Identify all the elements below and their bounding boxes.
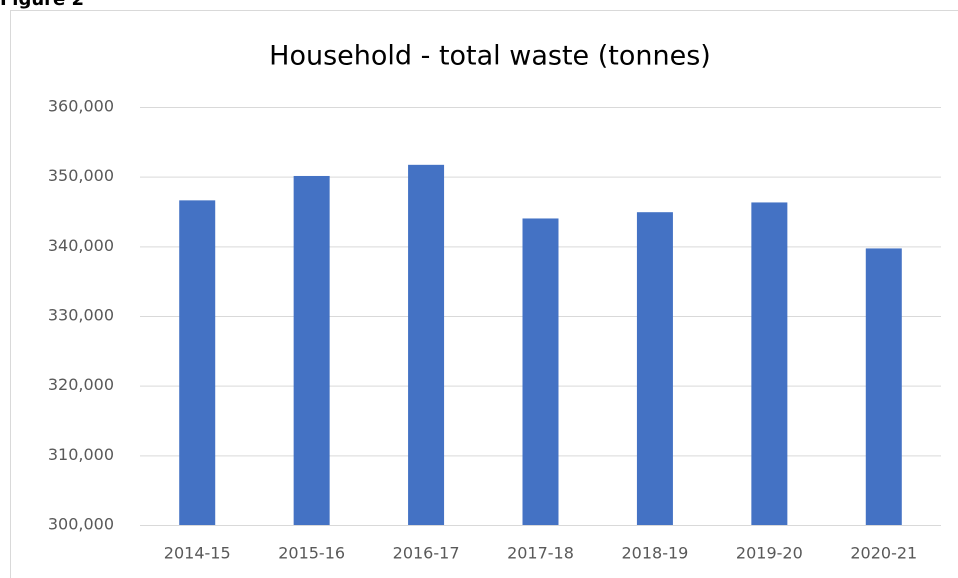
y-tick-label: 330,000 bbox=[48, 306, 114, 325]
x-tick-label: 2020-21 bbox=[850, 544, 917, 563]
x-tick-label: 2018-19 bbox=[621, 544, 688, 563]
bar bbox=[408, 164, 445, 525]
bar bbox=[865, 248, 902, 525]
bar bbox=[179, 200, 216, 525]
chart-title: Household - total waste (tonnes) bbox=[269, 41, 711, 72]
y-tick-label: 320,000 bbox=[48, 375, 114, 394]
bar bbox=[293, 175, 330, 525]
y-tick-label: 350,000 bbox=[48, 166, 114, 185]
x-tick-label: 2015-16 bbox=[278, 544, 345, 563]
y-tick-label: 300,000 bbox=[48, 515, 114, 534]
bar bbox=[751, 202, 788, 525]
bar bbox=[636, 212, 673, 526]
y-tick-label: 310,000 bbox=[48, 445, 114, 464]
bar bbox=[522, 218, 559, 525]
chart-frame bbox=[10, 10, 958, 578]
x-tick-label: 2014-15 bbox=[164, 544, 231, 563]
y-tick-label: 360,000 bbox=[48, 97, 114, 116]
x-tick-label: 2019-20 bbox=[736, 544, 803, 563]
x-tick-label: 2016-17 bbox=[393, 544, 460, 563]
figure-label: Figure 2 bbox=[0, 0, 84, 10]
x-tick-label: 2017-18 bbox=[507, 544, 574, 563]
y-tick-label: 340,000 bbox=[48, 236, 114, 255]
